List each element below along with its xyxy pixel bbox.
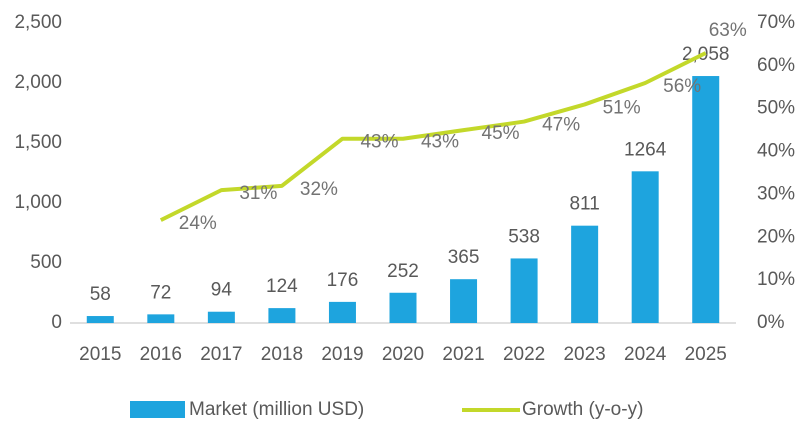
x-tick-label: 2020 [382, 344, 424, 365]
x-tick-label: 2021 [442, 344, 484, 365]
bar [389, 292, 417, 323]
bar [692, 76, 720, 323]
x-tick-label: 2018 [261, 344, 303, 365]
line-value-label: 51% [603, 97, 641, 118]
x-tick-label: 2015 [79, 344, 121, 365]
line-value-label: 63% [709, 20, 747, 41]
x-tick-label: 2022 [503, 344, 545, 365]
bar [571, 225, 599, 323]
y-tick-label: 0 [51, 312, 62, 333]
bar-value-label: 1264 [624, 139, 667, 160]
x-tick-label: 2019 [321, 344, 363, 365]
line-value-label: 31% [239, 183, 277, 204]
x-tick-label: 2017 [200, 344, 242, 365]
legend-swatch-bar [130, 401, 185, 418]
line-value-label: 24% [179, 213, 217, 234]
line-value-label: 43% [360, 132, 398, 153]
bar [268, 308, 296, 323]
bar-value-label: 811 [569, 194, 599, 215]
line-value-label: 56% [663, 76, 701, 97]
y-tick-label: 2,500 [14, 12, 62, 33]
bar-value-label: 252 [387, 261, 419, 282]
y2-tick-label: 70% [757, 12, 795, 33]
y2-tick-label: 30% [757, 183, 795, 204]
bar [510, 258, 538, 323]
y2-tick-label: 40% [757, 141, 795, 162]
bar-value-label: 94 [211, 280, 233, 301]
bar [631, 171, 659, 323]
legend-label: Growth (y-o-y) [522, 399, 643, 420]
x-tick-label: 2024 [624, 344, 667, 365]
y-tick-label: 1,000 [14, 192, 62, 213]
y2-tick-label: 0% [757, 312, 785, 333]
line-value-label: 47% [542, 115, 580, 136]
bar-value-label: 176 [327, 270, 359, 291]
y-tick-label: 2,000 [14, 72, 62, 93]
bar [207, 311, 235, 323]
bar-value-label: 72 [150, 282, 171, 303]
y2-tick-label: 50% [757, 98, 795, 119]
line-value-label: 45% [482, 123, 520, 144]
x-tick-label: 2023 [563, 344, 605, 365]
bar [86, 316, 114, 323]
x-tick-label: 2025 [685, 344, 727, 365]
bar-value-label: 538 [508, 226, 540, 247]
y-tick-label: 500 [30, 252, 62, 273]
growth-line [159, 51, 707, 222]
line-value-label: 32% [300, 179, 338, 200]
y2-tick-label: 20% [757, 226, 795, 247]
x-tick-label: 2016 [140, 344, 182, 365]
bar-value-label: 124 [266, 276, 298, 297]
y2-tick-label: 60% [757, 55, 795, 76]
bar-value-label: 58 [90, 284, 111, 305]
bar-value-label: 365 [448, 247, 480, 268]
bar [147, 314, 175, 323]
bar [450, 279, 478, 323]
bar [328, 301, 356, 323]
y-tick-label: 1,500 [14, 132, 62, 153]
line-value-label: 43% [421, 132, 459, 153]
y2-tick-label: 10% [757, 269, 795, 290]
legend-label: Market (million USD) [189, 399, 364, 420]
